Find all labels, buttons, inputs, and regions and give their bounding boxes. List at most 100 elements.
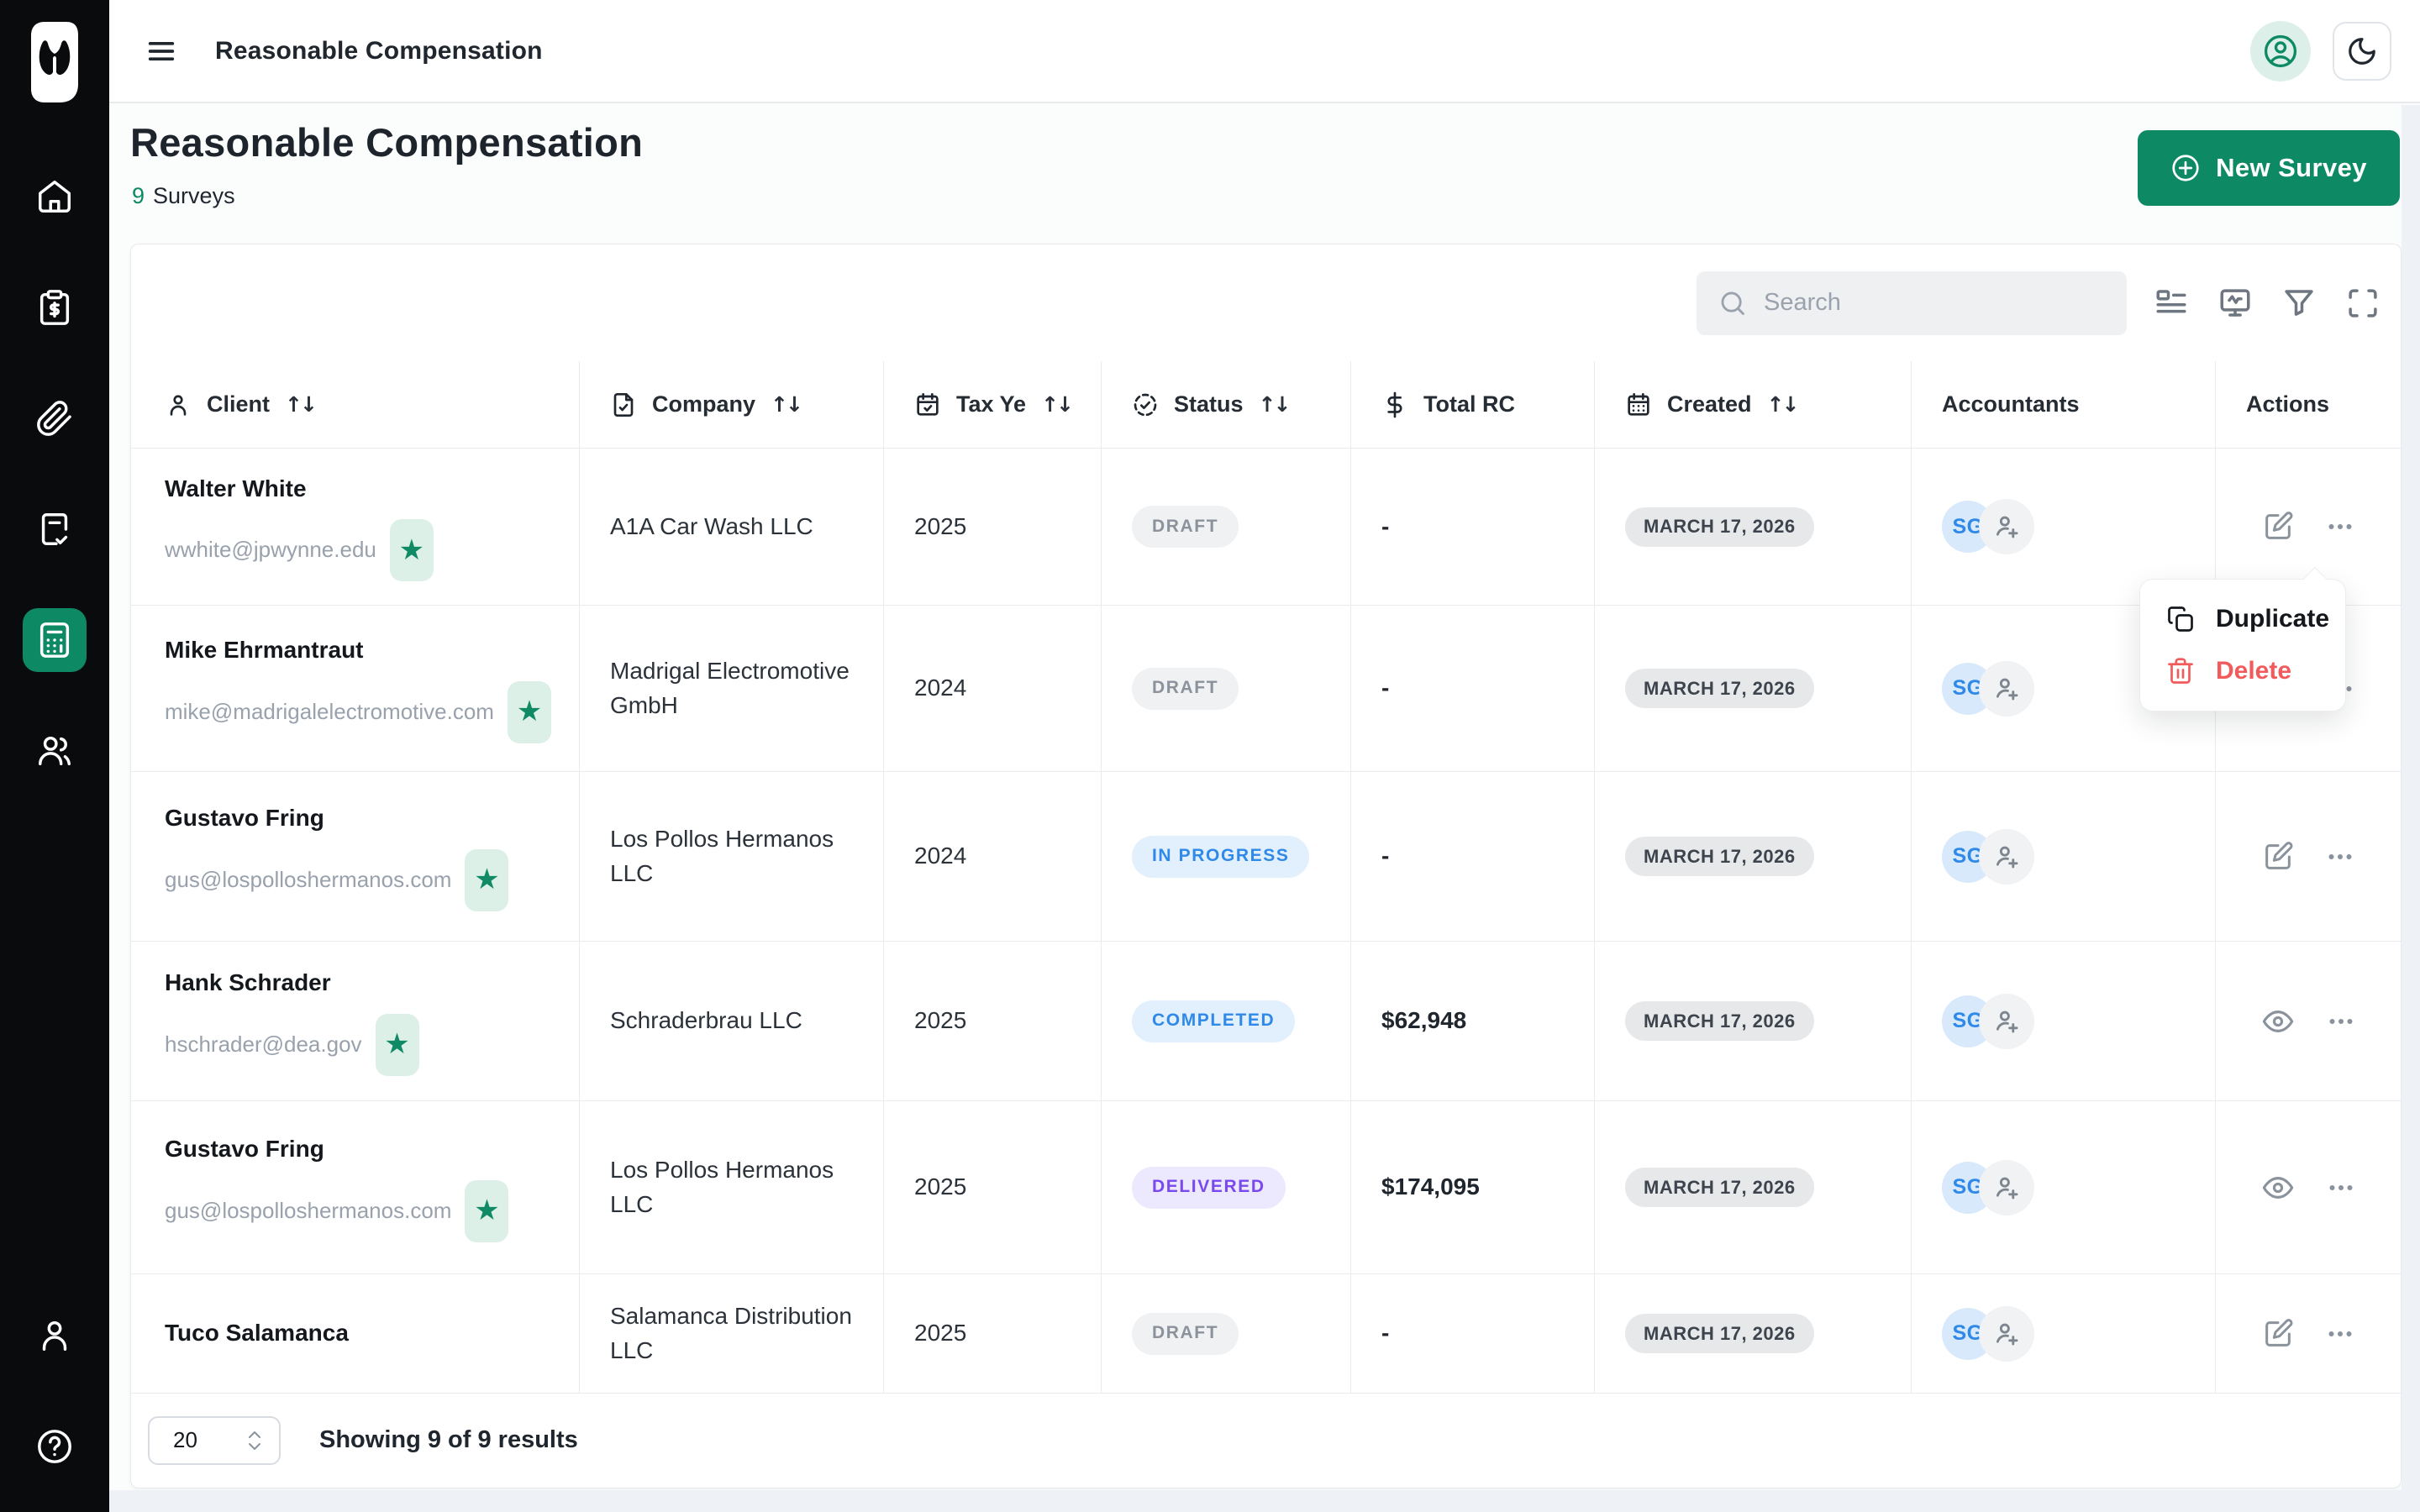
tax-year-cell: 2024 — [883, 606, 1101, 771]
user-plus-icon — [1992, 1007, 2021, 1036]
table-row[interactable]: Hank Schrader hschrader@dea.gov ★ Schrad… — [131, 942, 2401, 1101]
file-check-icon — [610, 391, 637, 418]
vertical-scrollbar[interactable] — [2402, 105, 2420, 1512]
home-icon — [35, 177, 74, 216]
status-badge: COMPLETED — [1132, 1000, 1296, 1042]
menu-toggle-button[interactable] — [143, 33, 180, 70]
sidebar-item-help[interactable] — [23, 1415, 87, 1478]
table-row[interactable]: Tuco Salamanca Salamanca Distribution LL… — [131, 1274, 2401, 1394]
client-name: Mike Ehrmantraut — [165, 637, 364, 664]
search-input[interactable] — [1764, 289, 2105, 317]
context-menu-item-duplicate[interactable]: Duplicate — [2140, 593, 2345, 645]
surveys-table-card: Client ↑↓ Company ↑↓ Tax Ye ↑↓ Status ↑↓ — [130, 244, 2402, 1488]
search-icon — [1718, 289, 1747, 318]
sort-indicator[interactable]: ↑↓ — [1041, 392, 1074, 417]
edit-button[interactable] — [2261, 1317, 2295, 1351]
table-row[interactable]: Walter White wwhite@jpwynne.edu ★ A1A Ca… — [131, 449, 2401, 606]
star-icon: ★ — [474, 1194, 500, 1227]
ellipsis-icon — [2326, 1006, 2356, 1037]
total-rc-cell: - — [1381, 1320, 1390, 1347]
ellipsis-icon — [2325, 1319, 2355, 1349]
add-accountant-button[interactable] — [1979, 828, 2034, 885]
add-accountant-button[interactable] — [1979, 1159, 2034, 1215]
filter-button[interactable] — [2280, 284, 2318, 323]
more-actions-button[interactable] — [2326, 1173, 2356, 1203]
sidebar-item-profile[interactable] — [23, 1304, 87, 1368]
sidebar-item-home[interactable] — [23, 165, 87, 228]
created-date-badge: MARCH 17, 2026 — [1625, 507, 1814, 547]
client-email: hschrader@dea.gov — [165, 1031, 362, 1057]
display-settings-button[interactable] — [2216, 284, 2254, 323]
fullscreen-button[interactable] — [2344, 284, 2382, 323]
new-survey-button[interactable]: New Survey — [2138, 130, 2400, 206]
client-name: Gustavo Fring — [165, 1136, 324, 1163]
starred-badge: ★ — [465, 1179, 509, 1242]
more-actions-button[interactable] — [2326, 1006, 2356, 1037]
view-button[interactable] — [2260, 1170, 2296, 1205]
client-name: Hank Schrader — [165, 969, 331, 996]
add-accountant-button[interactable] — [1979, 993, 2034, 1049]
user-plus-icon — [1992, 512, 2021, 541]
tax-year-cell: 2025 — [883, 1101, 1101, 1273]
sidebar-item-clients[interactable] — [23, 719, 87, 783]
total-rc-cell: $62,948 — [1381, 1007, 1467, 1034]
client-email: mike@madrigalelectromotive.com — [165, 698, 494, 724]
column-header-company[interactable]: Company ↑↓ — [579, 361, 883, 448]
more-actions-button[interactable] — [2325, 1319, 2355, 1349]
tax-year-cell: 2025 — [883, 942, 1101, 1100]
page-size-value: 20 — [173, 1427, 197, 1452]
sidebar-item-billing[interactable] — [23, 276, 87, 339]
row-density-button[interactable] — [2152, 284, 2191, 323]
page-title: Reasonable Compensation — [130, 120, 644, 165]
table-footer: 20 Showing 9 of 9 results — [131, 1394, 2401, 1487]
user-plus-icon — [1992, 1320, 2021, 1348]
horizontal-scrollbar[interactable] — [109, 1490, 2420, 1512]
dollar-icon — [1381, 391, 1408, 418]
more-actions-button[interactable] — [2325, 842, 2355, 872]
sidebar-item-forms[interactable] — [23, 497, 87, 561]
status-badge: DRAFT — [1132, 1312, 1239, 1355]
edit-button[interactable] — [2261, 510, 2295, 543]
clipboard-dollar-icon — [35, 288, 74, 327]
table-row[interactable]: Gustavo Fring gus@lospolloshermanos.com … — [131, 1101, 2401, 1274]
sidebar-item-reasonable-compensation[interactable] — [23, 608, 87, 672]
more-actions-button[interactable] — [2325, 512, 2355, 542]
sort-indicator[interactable]: ↑↓ — [1258, 392, 1292, 417]
company-cell: Los Pollos Hermanos LLC — [579, 1101, 883, 1273]
context-menu-item-delete[interactable]: Delete — [2140, 645, 2345, 697]
column-header-created[interactable]: Created ↑↓ — [1594, 361, 1911, 448]
column-header-tax-year[interactable]: Tax Ye ↑↓ — [883, 361, 1101, 448]
eye-icon — [2260, 1170, 2296, 1205]
table-row[interactable]: Mike Ehrmantraut mike@madrigalelectromot… — [131, 606, 2401, 772]
table-row[interactable]: Gustavo Fring gus@lospolloshermanos.com … — [131, 772, 2401, 942]
hamburger-icon — [145, 34, 178, 68]
dark-mode-toggle[interactable] — [2333, 21, 2391, 81]
edit-button[interactable] — [2261, 840, 2295, 874]
edit-icon — [2261, 1317, 2295, 1351]
sort-indicator[interactable]: ↑↓ — [771, 392, 803, 417]
column-header-total-rc[interactable]: Total RC — [1350, 361, 1594, 448]
starred-badge: ★ — [375, 1013, 419, 1076]
sort-indicator[interactable]: ↑↓ — [1766, 392, 1800, 417]
search-box[interactable] — [1697, 270, 2127, 335]
client-email: wwhite@jpwynne.edu — [165, 537, 376, 563]
fullscreen-icon — [2345, 286, 2381, 321]
app-logo[interactable] — [29, 22, 80, 102]
star-icon: ★ — [398, 533, 425, 566]
company-cell: Schraderbrau LLC — [579, 942, 883, 1100]
created-date-badge: MARCH 17, 2026 — [1625, 1001, 1814, 1041]
page-size-select[interactable]: 20 — [148, 1415, 281, 1465]
add-accountant-button[interactable] — [1979, 1305, 2034, 1362]
add-accountant-button[interactable] — [1979, 660, 2034, 717]
column-header-client[interactable]: Client ↑↓ — [131, 361, 579, 448]
column-header-status[interactable]: Status ↑↓ — [1101, 361, 1350, 448]
eye-icon — [2260, 1004, 2296, 1039]
company-cell: Los Pollos Hermanos LLC — [579, 772, 883, 941]
sidebar-item-attachments[interactable] — [23, 386, 87, 450]
view-button[interactable] — [2260, 1004, 2296, 1039]
add-accountant-button[interactable] — [1979, 499, 2034, 554]
sort-indicator[interactable]: ↑↓ — [285, 392, 318, 417]
client-name: Tuco Salamanca — [165, 1320, 349, 1347]
file-check-icon — [35, 510, 74, 549]
user-avatar-button[interactable] — [2250, 20, 2311, 81]
